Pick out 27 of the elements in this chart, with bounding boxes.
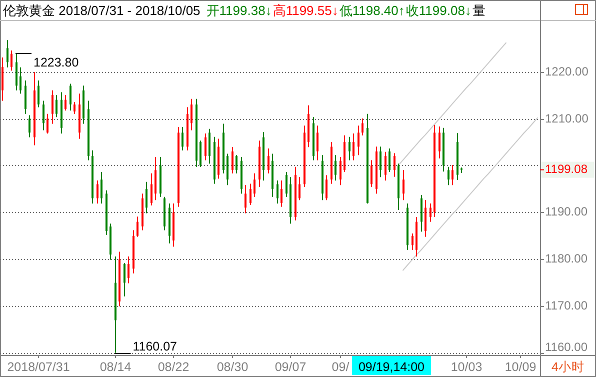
x-tick-label: 08/14 bbox=[100, 360, 132, 374]
y-tick-label: 1210.00 bbox=[545, 112, 589, 126]
x-tick-label: 08/30 bbox=[216, 360, 248, 374]
text: 开1199.38↓ bbox=[206, 3, 272, 18]
annotation: 1223.80 bbox=[34, 56, 79, 70]
chart-title: 伦敦黄金 2018/07/31 - 2018/10/05 bbox=[3, 3, 200, 18]
price-marker: 1199.08 bbox=[540, 162, 594, 178]
text: 高1199.55↓ bbox=[272, 3, 338, 18]
text: 量 bbox=[472, 3, 486, 18]
x-tick-label: 10/09 bbox=[504, 360, 536, 374]
cursor-label: 09/19,14:00 bbox=[352, 356, 431, 375]
x-tick-label: 2018/07/31 bbox=[7, 360, 70, 374]
annotation: 1160.07 bbox=[132, 340, 178, 354]
x-tick-label: 09/07 bbox=[274, 360, 306, 374]
y-tick-label: 1180.00 bbox=[545, 252, 588, 266]
x-tick-label: 10/03 bbox=[450, 360, 482, 374]
y-tick-label: 1160.00 bbox=[545, 340, 588, 354]
y-tick-label: 1220.00 bbox=[545, 64, 589, 79]
note: 1160.07 bbox=[114, 340, 178, 354]
x-tick-label: 08/22 bbox=[158, 360, 190, 374]
text: 低1198.40↑ bbox=[339, 3, 405, 18]
x-tick-label: 09/ bbox=[332, 360, 350, 374]
y-tick-label: 1170.00 bbox=[545, 298, 588, 313]
text: 4小时 bbox=[552, 360, 584, 374]
note: 1223.80 bbox=[15, 53, 79, 70]
y-tick-label: 1190.00 bbox=[545, 204, 588, 219]
text: 收1199.08↓ bbox=[406, 3, 472, 18]
